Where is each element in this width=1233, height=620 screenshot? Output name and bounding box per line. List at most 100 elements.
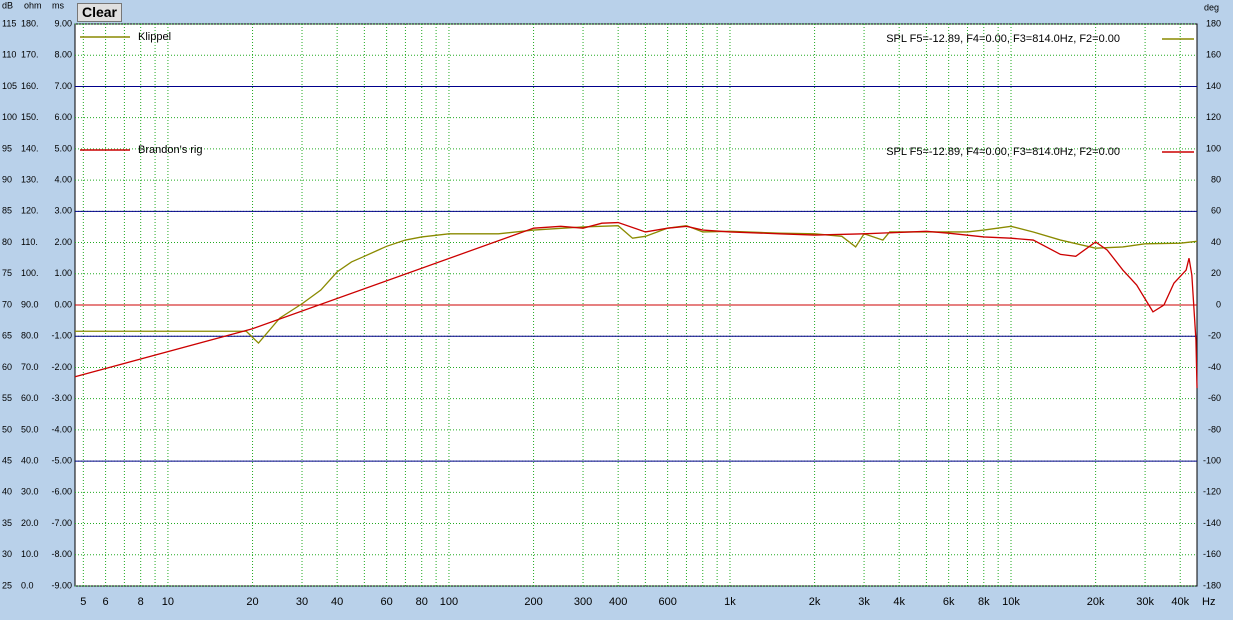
y-tick-label: 110	[2, 50, 16, 60]
x-tick-label: 8k	[978, 596, 990, 608]
x-tick-label: 30k	[1136, 596, 1154, 608]
x-tick-label: 10	[162, 596, 174, 608]
ms-tick-label: 7.00	[54, 81, 72, 91]
legend-label: Brandon's rig	[138, 144, 202, 156]
series-line	[74, 221, 1198, 389]
y-tick-label: 105	[2, 81, 17, 91]
ohm-tick-label: 80.0	[21, 331, 39, 341]
y2-tick-label: 40	[1211, 237, 1221, 247]
y-tick-label: 50	[2, 424, 12, 434]
ms-header: ms	[52, 0, 64, 10]
ms-tick-label: 0.00	[54, 299, 72, 309]
ms-tick-label: -7.00	[51, 518, 72, 528]
ohm-tick-label: 140.	[21, 143, 39, 153]
y2-tick-label: -60	[1208, 393, 1221, 403]
ohm-tick-label: 60.0	[21, 393, 39, 403]
ms-tick-label: 2.00	[54, 237, 72, 247]
ms-tick-label: 5.00	[54, 143, 72, 153]
ohm-tick-label: 70.0	[21, 362, 39, 372]
ms-tick-label: -4.00	[51, 424, 72, 434]
y-tick-label: 115	[2, 18, 16, 28]
ohm-tick-label: 10.0	[21, 549, 39, 559]
y2-tick-label: -160	[1203, 549, 1221, 559]
y2-tick-label: 0	[1216, 299, 1221, 309]
x-tick-label: 6k	[943, 596, 955, 608]
ms-tick-label: -2.00	[51, 362, 72, 372]
y-tick-label: 40	[2, 487, 12, 497]
y-tick-label: 55	[2, 393, 12, 403]
ms-tick-label: -3.00	[51, 393, 72, 403]
y2-tick-label: -20	[1208, 331, 1221, 341]
x-tick-label: 60	[380, 596, 392, 608]
y2-tick-label: -140	[1203, 518, 1221, 528]
y-tick-label: 60	[2, 362, 12, 372]
x-tick-label: 8	[138, 596, 144, 608]
ms-tick-label: 9.00	[54, 18, 72, 28]
x-tick-label: 400	[609, 596, 627, 608]
ohm-tick-label: 110.	[21, 237, 38, 247]
y2-tick-label: -80	[1208, 424, 1221, 434]
y-tick-label: 30	[2, 549, 12, 559]
x-tick-label: 40	[331, 596, 343, 608]
y-tick-label: 25	[2, 580, 12, 590]
y-tick-label: 80	[2, 237, 12, 247]
ohm-tick-label: 100.	[21, 268, 39, 278]
y-tick-label: 70	[2, 299, 12, 309]
y2-tick-label: -40	[1208, 362, 1221, 372]
y2-tick-label: 100	[1206, 143, 1221, 153]
x-tick-label: 5	[80, 596, 86, 608]
x-tick-label: 600	[658, 596, 676, 608]
y-tick-label: 75	[2, 268, 12, 278]
y-tick-label: 65	[2, 331, 12, 341]
y2-tick-label: 180	[1206, 18, 1221, 28]
db-header: dB	[2, 0, 13, 10]
series-note: SPL F5=-12.89, F4=0.00, F3=814.0Hz, F2=0…	[886, 146, 1120, 158]
y2-tick-label: 80	[1211, 174, 1221, 184]
x-tick-label: 4k	[893, 596, 905, 608]
y2-tick-label: -120	[1203, 487, 1221, 497]
y2-tick-label: 160	[1206, 50, 1221, 60]
ohm-tick-label: 180.	[21, 18, 39, 28]
ms-tick-label: -9.00	[51, 580, 72, 590]
ohm-tick-label: 150.	[21, 112, 39, 122]
deg-header: deg	[1204, 2, 1219, 12]
y2-tick-label: 60	[1211, 206, 1221, 216]
ohm-tick-label: 160.	[21, 81, 39, 91]
ohm-tick-label: 50.0	[21, 424, 39, 434]
x-tick-label: 20	[246, 596, 258, 608]
y-tick-label: 95	[2, 143, 12, 153]
ohm-tick-label: 120.	[21, 206, 39, 216]
ohm-tick-label: 20.0	[21, 518, 39, 528]
ms-tick-label: -1.00	[51, 331, 72, 341]
ms-tick-label: 1.00	[54, 268, 72, 278]
ms-tick-label: -5.00	[51, 455, 72, 465]
ms-tick-label: 3.00	[54, 206, 72, 216]
clear-button[interactable]: Clear	[77, 3, 122, 22]
y-tick-label: 90	[2, 174, 12, 184]
x-tick-label: 3k	[858, 596, 870, 608]
x-tick-label: 2k	[809, 596, 821, 608]
x-tick-label: 300	[574, 596, 592, 608]
ohm-tick-label: 130.	[21, 174, 39, 184]
x-axis-label: Hz	[1202, 596, 1215, 608]
y2-tick-label: 120	[1206, 112, 1221, 122]
y2-tick-label: -180	[1203, 580, 1221, 590]
ms-tick-label: -6.00	[51, 487, 72, 497]
ohm-tick-label: 170.	[21, 50, 39, 60]
x-tick-label: 80	[416, 596, 428, 608]
x-tick-label: 1k	[724, 596, 736, 608]
y-tick-label: 35	[2, 518, 12, 528]
ms-tick-label: 6.00	[54, 112, 72, 122]
y-tick-label: 85	[2, 206, 12, 216]
y2-tick-label: -100	[1203, 455, 1221, 465]
series-note: SPL F5=-12.89, F4=0.00, F3=814.0Hz, F2=0…	[886, 33, 1120, 45]
ms-tick-label: 8.00	[54, 50, 72, 60]
ohm-tick-label: 30.0	[21, 487, 39, 497]
ohm-tick-label: 0.0	[21, 580, 34, 590]
ohm-header: ohm	[24, 0, 42, 10]
ms-tick-label: 4.00	[54, 174, 72, 184]
x-tick-label: 10k	[1002, 596, 1020, 608]
x-tick-label: 30	[296, 596, 308, 608]
legend-label: Klippel	[138, 31, 171, 43]
